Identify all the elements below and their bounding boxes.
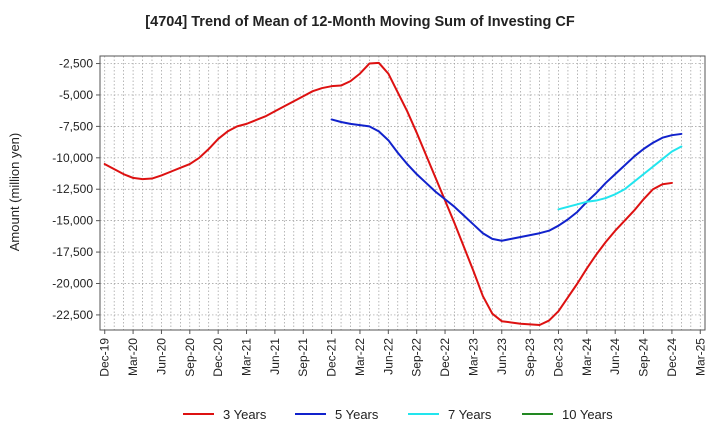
- chart-title: [4704] Trend of Mean of 12-Month Moving …: [145, 14, 575, 30]
- y-tick-label: -12,500: [52, 182, 93, 196]
- legend-label: 3 Years: [223, 407, 267, 422]
- x-tick-label: Mar-22: [353, 338, 367, 376]
- x-tick-label: Dec-20: [211, 338, 225, 377]
- x-axis-ticks: Dec-19 Mar-20 Jun-20 Sep-20 Dec-20 Mar-21 Jun-…: [98, 330, 707, 377]
- x-tick-label: Jun-20: [154, 338, 168, 375]
- x-tick-label: Sep-22: [410, 338, 424, 377]
- series-line-7-years: [557, 145, 683, 211]
- x-tick-label: Sep-21: [296, 338, 310, 377]
- legend-item-10-years: 10 Years: [522, 407, 613, 422]
- x-tick-label: Dec-21: [325, 338, 339, 377]
- x-tick-label: Mar-24: [580, 338, 594, 376]
- y-tick-label: -17,500: [52, 245, 93, 259]
- legend-label: 5 Years: [335, 407, 379, 422]
- y-tick-label: -7,500: [59, 119, 93, 133]
- y-tick-label: -10,000: [52, 151, 93, 165]
- x-tick-label: Jun-21: [268, 338, 282, 375]
- y-axis-ticks: -2,500 -5,000 -7,500 -10,000 -12,500 -15,000 -…: [52, 57, 100, 322]
- x-tick-label: Dec-23: [551, 338, 565, 377]
- x-tick-label: Sep-20: [183, 338, 197, 377]
- series-lines: [103, 61, 683, 326]
- series-line-3-years: [103, 61, 673, 326]
- x-tick-label: Jun-24: [608, 338, 622, 375]
- y-tick-label: -20,000: [52, 276, 93, 290]
- legend-label: 10 Years: [562, 407, 613, 422]
- legend: 3 Years 5 Years 7 Years 10 Years: [183, 407, 613, 422]
- y-tick-label: -15,000: [52, 214, 93, 228]
- y-axis-label: Amount (million yen): [7, 133, 22, 252]
- series-line-5-years: [330, 118, 683, 242]
- legend-item-3-years: 3 Years: [183, 407, 267, 422]
- x-tick-label: Mar-21: [240, 338, 254, 376]
- legend-item-5-years: 5 Years: [295, 407, 379, 422]
- x-tick-label: Dec-24: [665, 338, 679, 377]
- x-tick-label: Sep-23: [523, 338, 537, 377]
- gridlines: [100, 56, 705, 330]
- y-tick-label: -22,500: [52, 308, 93, 322]
- legend-label: 7 Years: [448, 407, 492, 422]
- legend-item-7-years: 7 Years: [408, 407, 492, 422]
- x-tick-label: Jun-22: [381, 338, 395, 375]
- x-tick-label: Dec-19: [98, 338, 112, 377]
- plot-frame: [99, 55, 706, 331]
- y-tick-label: -5,000: [59, 88, 93, 102]
- x-tick-label: Mar-25: [693, 338, 707, 376]
- y-tick-label: -2,500: [59, 57, 93, 71]
- x-tick-label: Mar-20: [126, 338, 140, 376]
- x-tick-label: Dec-22: [438, 338, 452, 377]
- x-tick-label: Sep-24: [637, 338, 651, 377]
- x-tick-label: Mar-23: [466, 338, 480, 376]
- x-tick-label: Jun-23: [495, 338, 509, 375]
